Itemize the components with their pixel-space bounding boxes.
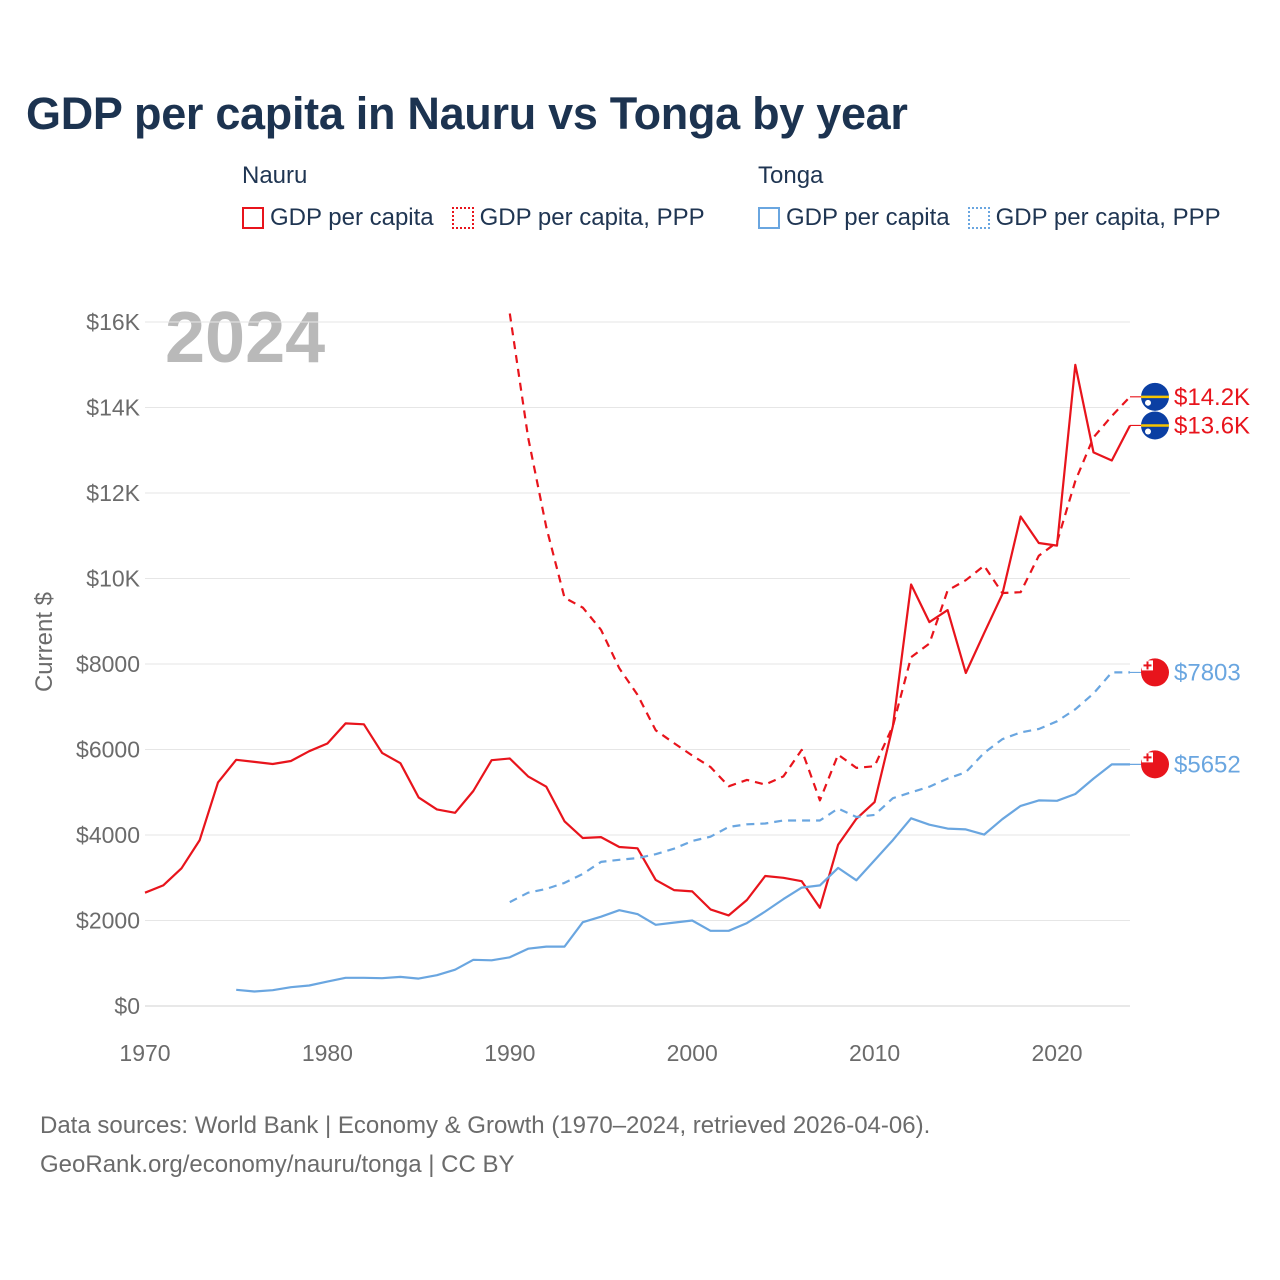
- chart-title: GDP per capita in Nauru vs Tonga by year: [26, 88, 908, 139]
- nauru-flag-icon: [1141, 382, 1169, 411]
- end-value-label: $5652: [1174, 751, 1241, 778]
- legend-item-tonga-ppp[interactable]: GDP per capita, PPP: [967, 204, 1221, 232]
- legend-group-tonga: Tonga GDP per capita GDP per capita, PPP: [758, 162, 1221, 232]
- x-tick-label: 2000: [667, 1040, 718, 1066]
- legend-swatch-solid: [758, 207, 780, 229]
- footer: Data sources: World Bank | Economy & Gro…: [40, 1106, 930, 1184]
- x-tick-label: 2010: [849, 1040, 900, 1066]
- nauru-flag-icon: [1141, 411, 1169, 440]
- end-value-label: $13.6K: [1174, 412, 1250, 439]
- legend-label: GDP per capita: [786, 204, 950, 231]
- legend-swatch-dotted: [451, 207, 474, 229]
- legend-swatch-solid: [242, 207, 264, 229]
- series-line-nauru-gdp-per-capita[interactable]: [144, 363, 1131, 917]
- legend-country-tonga: Tonga: [758, 162, 824, 189]
- legend-group-nauru: Nauru GDP per capita GDP per capita, PPP: [242, 162, 705, 232]
- y-tick-label: $4000: [76, 822, 140, 848]
- x-tick-label: 1970: [119, 1040, 170, 1066]
- legend-swatch-dotted: [967, 207, 990, 229]
- series-line-nauru-gdp-per-capita-ppp[interactable]: [508, 313, 1131, 802]
- series-line-tonga-gdp-per-capita[interactable]: [236, 763, 1130, 993]
- legend-label: GDP per capita, PPP: [995, 204, 1221, 231]
- legend-item-nauru-ppp[interactable]: GDP per capita, PPP: [451, 204, 705, 232]
- legend-label: GDP per capita, PPP: [479, 204, 705, 231]
- y-tick-label: $0: [114, 993, 140, 1019]
- legend-country-nauru: Nauru: [242, 162, 308, 189]
- y-tick-label: $10K: [86, 566, 140, 592]
- footer-sources: Data sources: World Bank | Economy & Gro…: [40, 1112, 931, 1139]
- y-tick-label: $14K: [86, 395, 140, 421]
- end-value-label: $14.2K: [1174, 384, 1250, 411]
- year-watermark: 2024: [165, 298, 325, 378]
- series-line-tonga-gdp-per-capita-ppp[interactable]: [509, 671, 1130, 904]
- y-axis-label: Current $: [31, 592, 58, 692]
- line-chart: 2024 Current $ $0 $2000 $4000 $6000 $8000 $10…: [31, 298, 1250, 1066]
- legend-item-nauru-gdp[interactable]: GDP per capita: [242, 204, 434, 232]
- x-tick-label: 1980: [302, 1040, 353, 1066]
- y-tick-label: $6000: [76, 737, 140, 763]
- end-value-label: $7803: [1174, 659, 1241, 686]
- tonga-flag-icon: [1141, 658, 1169, 687]
- legend-label: GDP per capita: [270, 204, 434, 231]
- y-tick-label: $8000: [76, 651, 140, 677]
- y-tick-label: $2000: [76, 908, 140, 934]
- footer-attribution[interactable]: GeoRank.org/economy/nauru/tonga | CC BY: [40, 1151, 515, 1178]
- y-tick-label: $16K: [86, 309, 140, 335]
- x-tick-label: 1990: [484, 1040, 535, 1066]
- legend-item-tonga-gdp[interactable]: GDP per capita: [758, 204, 950, 232]
- y-tick-label: $12K: [86, 480, 140, 506]
- tonga-flag-icon: [1141, 750, 1169, 779]
- x-tick-label: 2020: [1031, 1040, 1082, 1066]
